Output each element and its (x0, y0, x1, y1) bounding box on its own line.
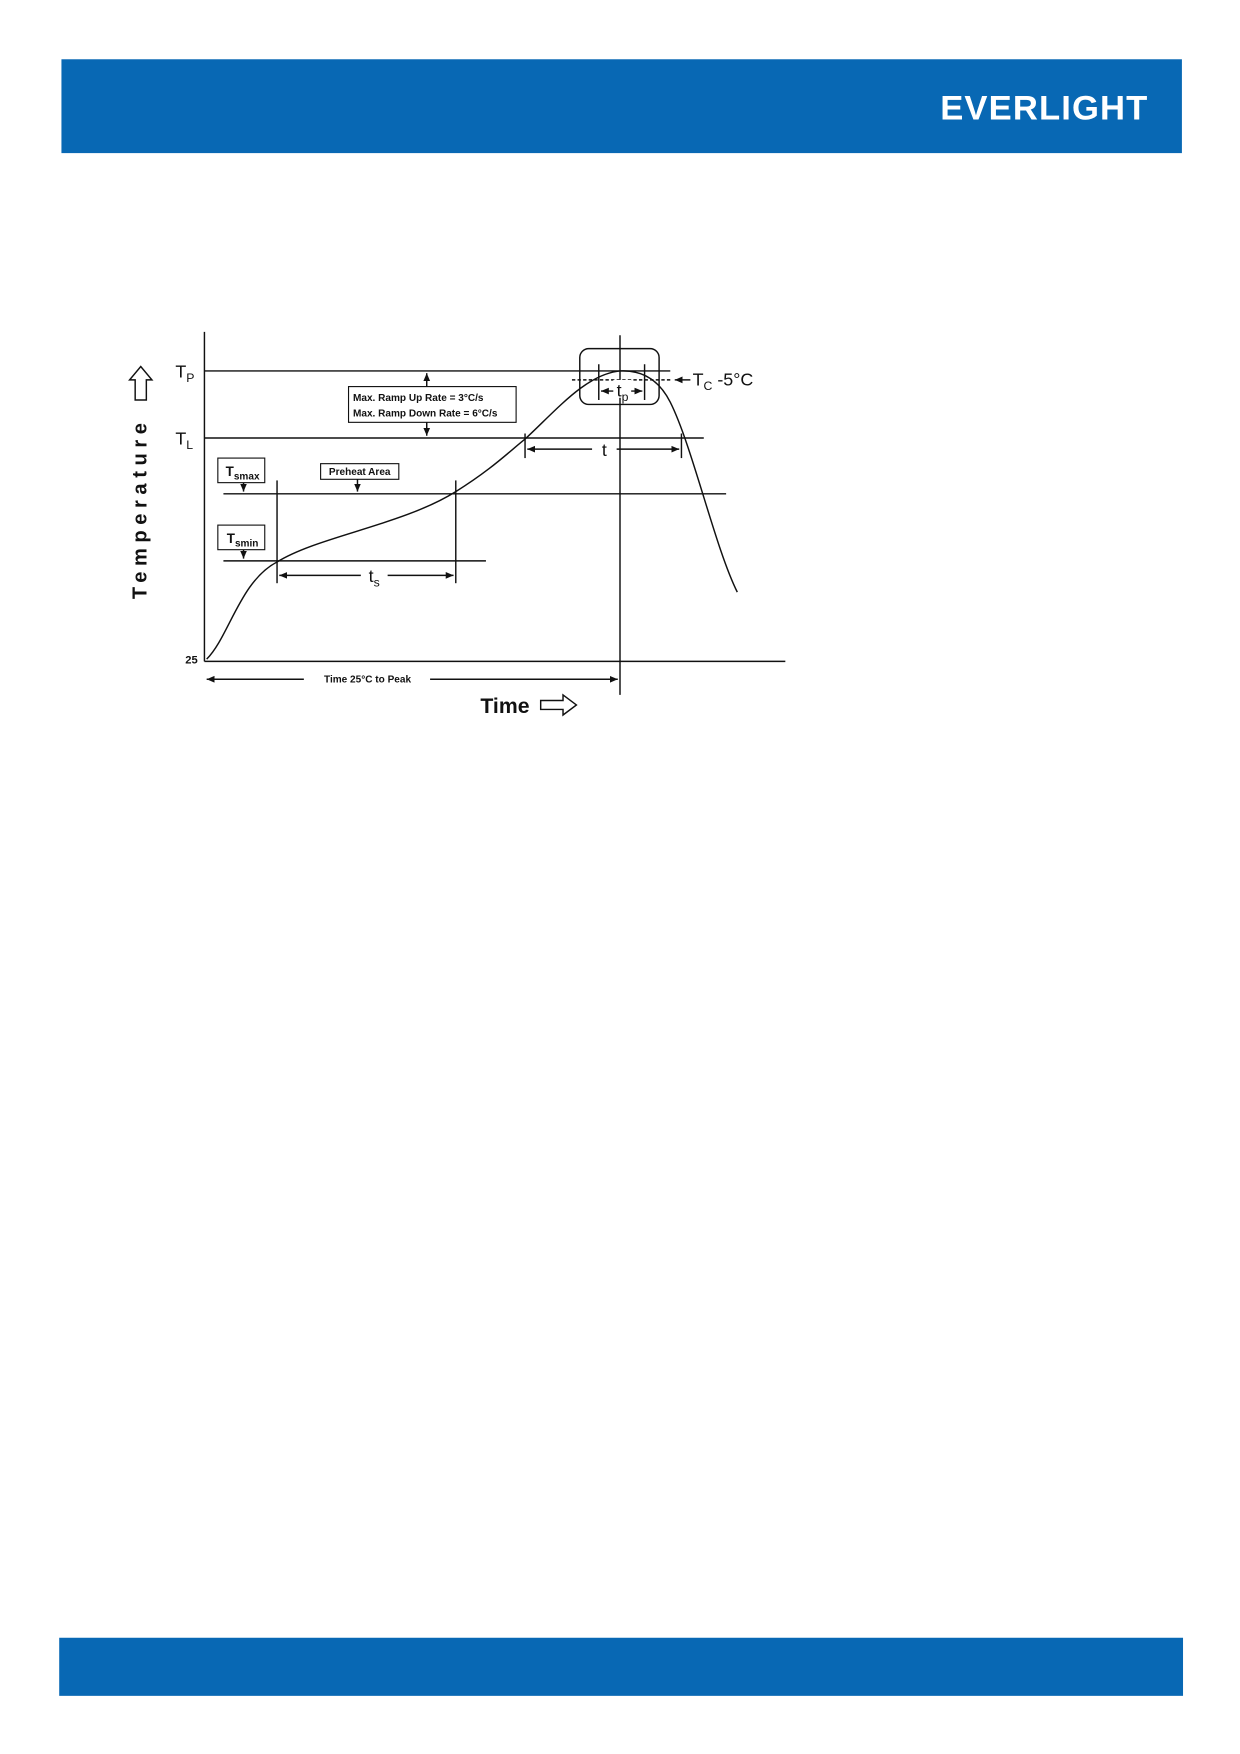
origin-label: 25 (185, 655, 197, 667)
logo: EVERLIGHT (940, 90, 1148, 128)
header-band (61, 59, 1182, 154)
t-label: t (602, 440, 607, 460)
right-arrow-icon (539, 693, 578, 717)
tp-label: tp (617, 381, 629, 404)
y-axis-title: Temperature (129, 418, 151, 600)
preheat-box (320, 463, 400, 480)
ramp-up-text: Max. Ramp Up Rate = 3°C/s (353, 393, 484, 404)
up-arrow-icon (128, 365, 154, 401)
ramp-down-text: Max. Ramp Down Rate = 6°C/s (353, 409, 498, 420)
ts-label: ts (369, 566, 380, 589)
reflow-diagram: ts t tp Time 25°C to Peak Max. Ramp Up R… (128, 331, 786, 718)
peak-time-label: Time 25°C to Peak (324, 675, 411, 686)
preheat-label: Preheat Area (329, 467, 391, 478)
tl-axis-label: TL (175, 429, 193, 452)
reflow-curve (206, 370, 738, 660)
tp-axis-label: TP (175, 362, 194, 385)
x-axis-title: Time (480, 695, 529, 718)
peak-box (579, 347, 660, 406)
tsmin-label: Tsmin (227, 531, 259, 549)
tsmin-box (217, 524, 266, 551)
tsmax-label: Tsmax (226, 464, 260, 482)
tc-label: TC -5°C (693, 369, 754, 392)
footer-band (59, 1637, 1184, 1696)
ramp-box (347, 386, 517, 423)
tp-label-bg (613, 379, 632, 398)
tsmax-box (217, 457, 266, 484)
